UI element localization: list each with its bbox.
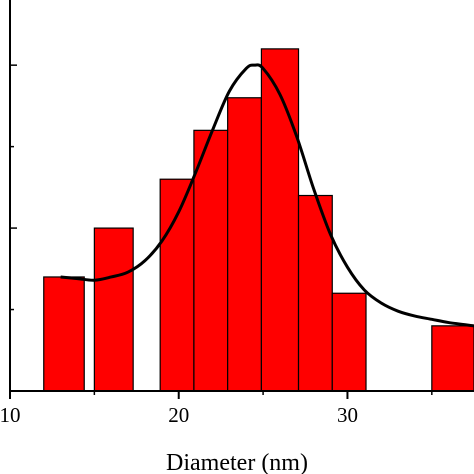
x-tick-label-20: 20 (168, 403, 189, 427)
histogram-bar-1 (43, 276, 85, 392)
histogram-bar-2 (93, 227, 134, 392)
ticks-layer: 10 20 30 (0, 64, 433, 427)
x-tick-label-10: 10 (0, 403, 21, 427)
x-tick-label-30: 30 (337, 403, 358, 427)
histogram-bar-4 (193, 129, 229, 392)
x-axis-label: Diameter (nm) (166, 450, 308, 474)
histogram-bar-5 (227, 97, 263, 392)
histogram-bar-9 (431, 325, 474, 392)
histogram-bar-3 (159, 178, 195, 392)
histogram-bar-6 (260, 48, 300, 392)
fit-curve-line (60, 63, 474, 328)
bars-layer (43, 48, 474, 392)
fit-curve-layer (60, 63, 474, 328)
histogram-bar-8 (331, 292, 367, 392)
